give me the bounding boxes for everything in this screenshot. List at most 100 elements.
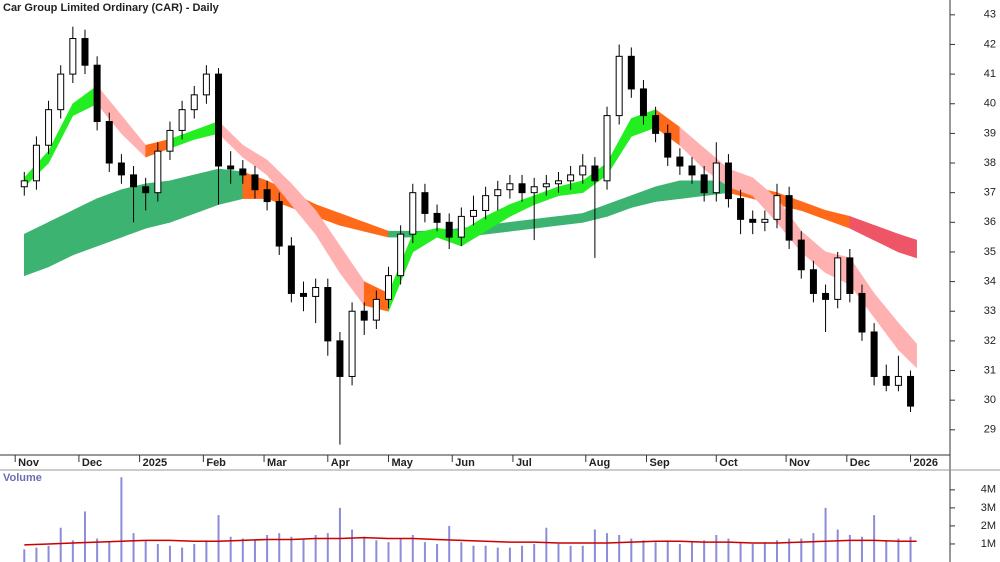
candle-body [652,115,660,134]
volume-bar [824,507,827,562]
ribbon-segment [898,322,917,369]
candle-body [372,298,380,321]
volume-bar [96,538,99,562]
volume-tick-label: 2M [981,520,996,532]
y-tick-label: 35 [984,246,996,258]
volume-bar [581,545,584,562]
volume-bar [120,477,123,562]
candle-body [809,269,817,294]
candle-body [749,218,757,223]
candles [20,26,915,445]
candle-body [457,215,465,238]
y-tick-label: 37 [984,187,996,199]
volume-bar [873,515,876,562]
x-tick-label: Dec [82,457,102,469]
volume-bar [460,542,463,562]
candle-body [834,257,842,300]
y-tick-label: 31 [984,364,996,376]
volume-bar [144,540,147,562]
y-tick-label: 42 [984,38,996,50]
volume-tick-label: 3M [981,502,996,514]
volume-ma-line [24,536,917,546]
candle-body [469,209,477,217]
candle-body [275,201,283,247]
y-tick-label: 36 [984,216,996,228]
volume-bar [508,547,511,562]
candle-body [676,156,684,167]
candle-body [384,275,392,300]
volume-bar [557,543,560,562]
volume-bar [715,534,718,562]
volume-bar [47,545,50,562]
volume-bar [132,533,135,562]
candle-body [822,292,830,300]
volume-bar [618,534,621,562]
volume-tick-label: 4M [981,484,996,496]
volume-bar [338,507,341,562]
volume-bar [205,540,208,562]
x-tick-label: May [391,457,413,469]
candle-body [190,94,198,111]
volume-bar [472,545,475,562]
volume-bar [290,536,293,562]
candle-body [870,331,878,377]
volume-bar [763,542,766,562]
candle-body [142,186,150,194]
y-tick-label: 30 [984,394,996,406]
candle-body [664,132,672,158]
candle-body [761,218,769,223]
volume-bar [654,542,657,562]
candle-body [105,121,113,164]
y-tick-label: 34 [984,276,996,288]
volume-bar [897,538,900,562]
candle-body [421,192,429,214]
x-tick-label: 2026 [914,457,938,469]
candle-body [700,174,708,194]
volume-bar [751,543,754,562]
candle-body [93,64,101,123]
volume-bar [302,538,305,562]
volume-bar [181,547,184,562]
x-tick-label: Nov [18,457,40,469]
y-tick-label: 43 [984,9,996,21]
volume-bar [253,540,256,562]
volume-bar [375,540,378,562]
volume-bar [59,527,62,562]
volume-bar [436,543,439,562]
candle-body [518,183,526,194]
candle-body [579,165,587,176]
candle-body [567,174,575,182]
candle-body [530,186,538,194]
volume-bar [411,534,414,562]
volume-bar [156,543,159,562]
candle-body [57,73,65,111]
volume-bar [108,542,111,562]
candle-body [166,129,174,152]
y-tick-label: 29 [984,424,996,436]
volume-label: Volume [3,472,42,484]
volume-bar [387,542,390,562]
x-tick-label: Oct [719,457,738,469]
candle-body [603,115,611,182]
volume-bar [193,543,196,562]
volume-bar [241,538,244,562]
volume-bar [630,538,633,562]
candle-body [627,55,635,90]
candle-body [32,144,40,182]
y-tick-label: 40 [984,98,996,110]
candle-body [263,189,271,203]
volume-bar [496,547,499,562]
volume-bar [83,511,86,562]
ribbon-segment [898,233,917,259]
volume-bar [351,529,354,562]
volume-bar [71,540,74,562]
candle-body [615,55,623,117]
candle-body [117,162,125,176]
candle-body [494,189,502,197]
candle-body [251,174,259,191]
candle-body [81,38,89,66]
